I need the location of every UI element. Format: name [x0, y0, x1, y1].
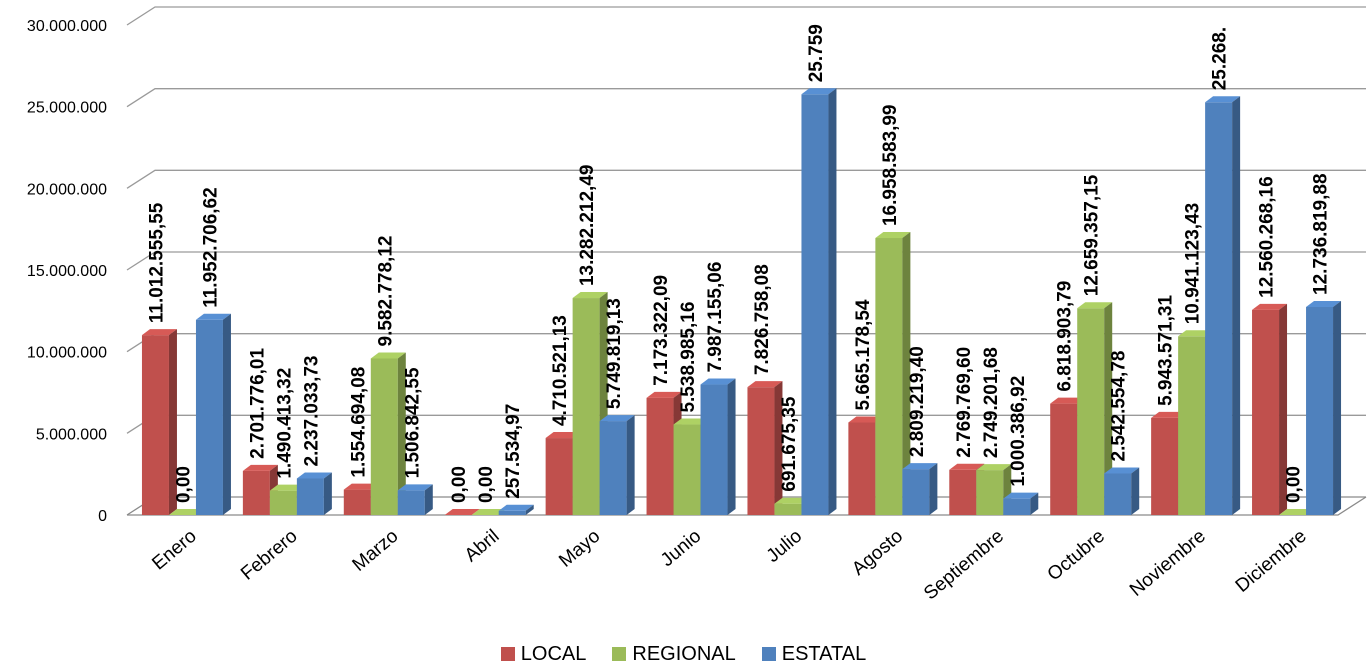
bar-estatal-agosto — [902, 463, 938, 515]
data-label: 16.958.583,99 — [880, 104, 901, 226]
bar-estatal-octubre — [1104, 467, 1140, 515]
data-label: 9.582.778,12 — [375, 236, 396, 347]
data-label: 2.542.554,78 — [1109, 351, 1130, 462]
data-label: 2.769.769,60 — [954, 347, 975, 458]
data-label: 2.701.776,01 — [247, 347, 268, 458]
x-tick-label: Abril — [461, 526, 504, 567]
data-label: 5.943.571,31 — [1156, 295, 1177, 406]
data-label: 4.710.521,13 — [550, 315, 571, 426]
y-tick-label: 30.000.000 — [27, 18, 107, 35]
data-label: 2.237.033,73 — [301, 356, 322, 467]
legend-label-local: LOCAL — [520, 642, 587, 665]
bar-local-enero — [141, 329, 177, 515]
data-label: 1.506.842,55 — [402, 367, 423, 478]
data-label: 1.554.694,08 — [348, 367, 369, 478]
x-tick-label: Mayo — [555, 526, 604, 572]
x-tick-label: Diciembre — [1232, 526, 1311, 597]
bar-estatal-junio — [700, 378, 736, 515]
data-label: 7.987.155,06 — [705, 262, 726, 373]
bar-estatal-enero — [195, 313, 231, 515]
x-tick-label: Enero — [148, 526, 200, 575]
bar-regional-enero — [168, 509, 204, 515]
legend-swatch-regional — [612, 647, 627, 661]
bar-local-diciembre — [1252, 303, 1288, 515]
bar-estatal-julio — [801, 88, 837, 516]
data-label: 5.665.178,54 — [853, 299, 874, 410]
data-label: 25.759 — [806, 24, 827, 82]
y-tick-label: 15.000.000 — [27, 263, 107, 280]
bars — [141, 88, 1342, 516]
legend-item-local: LOCAL — [500, 642, 587, 666]
x-tick-label: Octubre — [1044, 526, 1109, 586]
legend-label-regional: REGIONAL — [632, 642, 736, 665]
data-label: 12.659.357,15 — [1082, 174, 1103, 296]
y-tick-label: 20.000.000 — [27, 181, 107, 198]
y-tick-label: 5.000.000 — [36, 426, 107, 443]
data-label: 5.538.985,16 — [678, 302, 699, 413]
x-tick-label: Marzo — [349, 526, 403, 576]
data-label: 2.749.201,68 — [981, 347, 1002, 458]
data-label: 1.000.386,92 — [1008, 376, 1029, 487]
bar-estatal-abril — [498, 504, 534, 515]
bar-regional-diciembre — [1279, 509, 1315, 515]
x-tick-label: Febrero — [237, 526, 301, 585]
legend-swatch-local — [500, 647, 515, 661]
y-tick-label: 10.000.000 — [27, 345, 107, 362]
gridline — [126, 169, 1366, 189]
bar-estatal-noviembre — [1205, 96, 1241, 515]
data-label: 257.534,97 — [503, 404, 524, 499]
y-tick-label: 25.000.000 — [27, 100, 107, 117]
bar-regional-agosto — [875, 232, 911, 515]
x-tick-label: Septiembre — [920, 526, 1008, 605]
data-label: 5.749.819,13 — [604, 298, 625, 409]
data-label: 0,00 — [476, 466, 497, 503]
data-label: 2.809.219,40 — [907, 346, 928, 457]
data-label: 11.012.555,55 — [146, 202, 167, 323]
bar-estatal-diciembre — [1306, 300, 1342, 515]
data-label: 0,00 — [1284, 466, 1305, 503]
bar-regional-octubre — [1077, 302, 1113, 515]
x-tick-label: Noviembre — [1126, 526, 1210, 601]
y-axis-tick-labels: 0 5.000.000 10.000.000 15.000.000 20.000.000… — [27, 18, 107, 525]
y-tick-label: 0 — [98, 508, 107, 525]
bar-estatal-mayo — [599, 415, 635, 515]
bar-estatal-marzo — [397, 484, 433, 515]
data-label: 6.818.903,79 — [1055, 281, 1076, 392]
bar-local-abril — [444, 509, 480, 515]
gridline — [126, 88, 1366, 108]
floor-edge — [127, 496, 1367, 516]
x-tick-label: Junio — [657, 526, 705, 571]
legend: LOCAL REGIONAL ESTATAL — [0, 640, 1367, 668]
bar-local-julio — [747, 381, 783, 515]
bar-regional-abril — [471, 509, 507, 515]
gridline — [126, 251, 1366, 271]
bar-estatal-febrero — [296, 472, 332, 515]
legend-item-estatal: ESTATAL — [761, 642, 867, 666]
bar-regional-marzo — [370, 352, 406, 515]
bar-chart: 0 5.000.000 10.000.000 15.000.000 20.000.000… — [27, 6, 1367, 605]
data-label: 13.282.212,49 — [577, 165, 598, 287]
data-label: 11.952.706,62 — [200, 187, 221, 307]
x-tick-label: Agosto — [848, 526, 907, 580]
data-labels: 11.012.555,55 0,00 11.952.706,62 2.701.776,… — [146, 24, 1331, 503]
x-axis-tick-labels: Enero Febrero Marzo Abril Mayo Junio Julio Agos… — [148, 526, 1310, 605]
data-label: 1.490.413,32 — [274, 368, 295, 479]
x-tick-label: Julio — [763, 526, 806, 567]
gridline — [126, 6, 1366, 26]
data-label: 12.736.819,88 — [1311, 173, 1332, 295]
data-label: 7.173.322,09 — [651, 275, 672, 386]
legend-item-regional: REGIONAL — [612, 642, 736, 666]
legend-swatch-estatal — [761, 647, 776, 661]
data-label: 25.268. — [1210, 27, 1231, 90]
data-label: 10.941.123,43 — [1183, 203, 1204, 325]
legend-label-estatal: ESTATAL — [781, 642, 867, 665]
data-label: 12.560.268,16 — [1257, 176, 1278, 298]
data-label: 0,00 — [449, 466, 470, 503]
bar-estatal-septiembre — [1003, 492, 1039, 515]
data-label: 0,00 — [173, 466, 194, 503]
data-label: 7.826.758,08 — [752, 264, 773, 375]
data-label: 691.675,35 — [779, 396, 800, 492]
